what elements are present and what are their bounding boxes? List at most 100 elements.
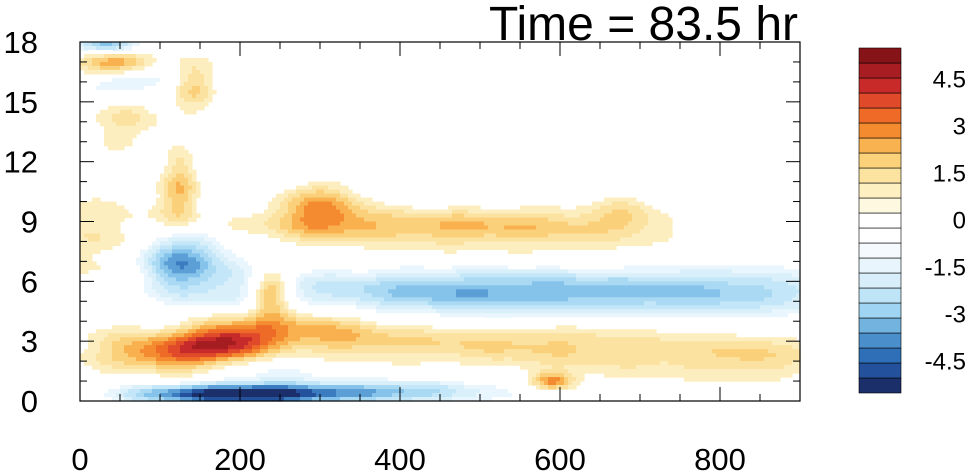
contour-cell bbox=[268, 281, 273, 286]
contour-cell bbox=[508, 209, 513, 215]
contour-cell bbox=[500, 133, 505, 139]
contour-cell bbox=[520, 141, 525, 147]
contour-cell bbox=[528, 101, 533, 107]
contour-cell bbox=[432, 269, 437, 274]
contour-cell bbox=[308, 85, 313, 91]
contour-cell bbox=[216, 245, 221, 251]
contour-cell bbox=[340, 197, 345, 203]
contour-cell bbox=[388, 133, 393, 139]
contour-cell bbox=[272, 277, 277, 282]
contour-cell bbox=[332, 261, 337, 266]
contour-cell bbox=[356, 225, 361, 231]
contour-cell bbox=[368, 149, 373, 155]
contour-cell bbox=[656, 273, 661, 278]
contour-cell bbox=[96, 49, 101, 55]
contour-cell bbox=[508, 233, 513, 239]
contour-cell bbox=[340, 265, 345, 270]
contour-cell bbox=[412, 281, 417, 286]
contour-cell bbox=[796, 261, 801, 266]
contour-cell bbox=[440, 221, 445, 227]
contour-cell bbox=[680, 93, 685, 99]
contour-cell bbox=[200, 65, 205, 71]
contour-cell bbox=[648, 205, 653, 211]
contour-cell bbox=[184, 269, 189, 274]
contour-cell bbox=[180, 157, 185, 163]
contour-cell bbox=[220, 153, 225, 159]
contour-cell bbox=[308, 125, 313, 131]
contour-cell bbox=[356, 137, 361, 143]
contour-cell bbox=[452, 221, 457, 227]
contour-cell bbox=[568, 285, 573, 290]
contour-cell bbox=[120, 42, 125, 47]
contour-cell bbox=[288, 149, 293, 155]
contour-cell bbox=[328, 109, 333, 115]
contour-cell bbox=[620, 225, 625, 231]
contour-cell bbox=[132, 65, 137, 71]
contour-cell bbox=[604, 229, 609, 235]
contour-cell bbox=[632, 109, 637, 115]
contour-cell bbox=[508, 141, 513, 147]
contour-cell bbox=[644, 281, 649, 286]
contour-cell bbox=[512, 209, 517, 215]
contour-cell bbox=[552, 125, 557, 131]
contour-cell bbox=[300, 241, 305, 247]
contour-cell bbox=[520, 101, 525, 107]
contour-cell bbox=[200, 77, 205, 83]
contour-cell bbox=[84, 57, 89, 63]
contour-cell bbox=[540, 213, 545, 219]
contour-cell bbox=[696, 281, 701, 286]
contour-cell bbox=[152, 277, 157, 282]
contour-cell bbox=[168, 281, 173, 286]
contour-cell bbox=[220, 137, 225, 143]
contour-cell bbox=[444, 173, 449, 179]
contour-cell bbox=[624, 209, 629, 215]
contour-cell bbox=[236, 265, 241, 270]
contour-cell bbox=[600, 245, 605, 251]
contour-cell bbox=[468, 121, 473, 127]
contour-cell bbox=[164, 209, 169, 215]
contour-cell bbox=[712, 277, 717, 282]
contour-cell bbox=[528, 273, 533, 278]
contour-cell bbox=[488, 105, 493, 111]
contour-cell bbox=[368, 233, 373, 239]
contour-cell bbox=[684, 117, 689, 123]
contour-cell bbox=[200, 61, 205, 67]
contour-cell bbox=[720, 265, 725, 270]
contour-cell bbox=[200, 245, 205, 251]
contour-cell bbox=[504, 149, 509, 155]
contour-cell bbox=[428, 229, 433, 235]
contour-cell bbox=[388, 229, 393, 235]
contour-cell bbox=[88, 229, 93, 235]
contour-cell bbox=[220, 157, 225, 163]
contour-cell bbox=[344, 189, 349, 195]
contour-cell bbox=[200, 57, 205, 63]
contour-cell bbox=[552, 97, 557, 103]
contour-cell bbox=[128, 81, 133, 87]
contour-cell bbox=[616, 133, 621, 139]
contour-cell bbox=[520, 105, 525, 111]
contour-cell bbox=[308, 233, 313, 239]
contour-cell bbox=[404, 157, 409, 163]
contour-cell bbox=[416, 157, 421, 163]
contour-cell bbox=[512, 245, 517, 251]
contour-cell bbox=[364, 149, 369, 155]
contour-cell bbox=[348, 221, 353, 227]
contour-cell bbox=[232, 113, 237, 119]
contour-cell bbox=[280, 157, 285, 163]
contour-cell bbox=[508, 229, 513, 235]
contour-cell bbox=[444, 133, 449, 139]
contour-cell bbox=[448, 97, 453, 103]
contour-cell bbox=[168, 205, 173, 211]
contour-cell bbox=[152, 273, 157, 278]
contour-cell bbox=[332, 197, 337, 203]
contour-cell bbox=[208, 285, 213, 290]
contour-cell bbox=[516, 217, 521, 223]
contour-cell bbox=[124, 42, 129, 47]
contour-cell bbox=[348, 285, 353, 290]
contour-cell bbox=[312, 129, 317, 135]
contour-cell bbox=[368, 105, 373, 111]
contour-cell bbox=[300, 281, 305, 286]
contour-cell bbox=[332, 285, 337, 290]
contour-cell bbox=[540, 265, 545, 270]
contour-cell bbox=[144, 281, 149, 286]
